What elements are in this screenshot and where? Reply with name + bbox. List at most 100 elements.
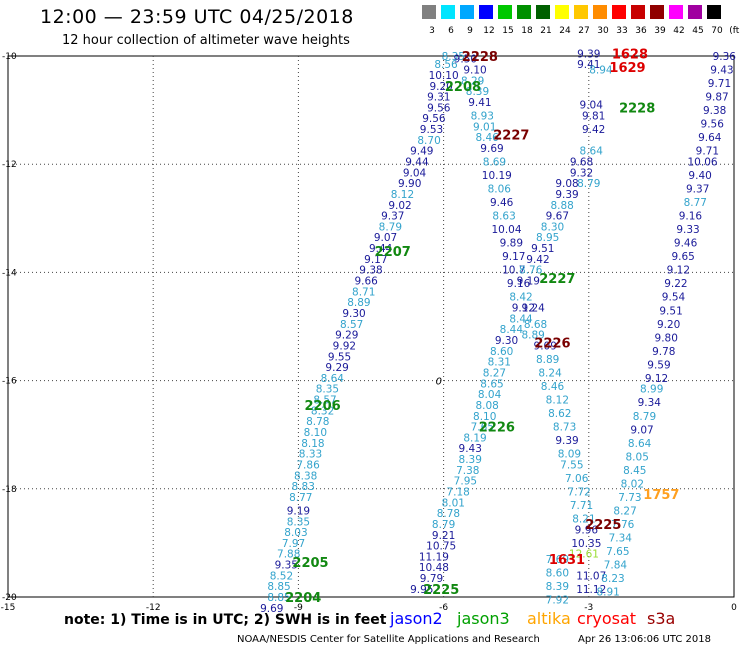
wave-height-label: 9.69 [480, 143, 503, 155]
color-scale-label: 36 [635, 26, 647, 36]
wave-height-label: 9.80 [655, 332, 678, 344]
wave-height-label: 8.02 [621, 478, 644, 490]
color-swatch [536, 5, 550, 19]
wave-height-label: 9.67 [546, 211, 569, 223]
map-subtitle: 12 hour collection of altimeter wave hei… [62, 33, 350, 48]
x-tick-label: -3 [584, 603, 593, 613]
wave-height-label: 9.37 [381, 211, 404, 223]
wave-height-label: 9.37 [686, 184, 709, 196]
wave-height-label: 9.29 [335, 330, 358, 342]
y-tick-label: -14 [2, 268, 17, 278]
color-swatch [574, 5, 588, 19]
wave-height-label: 9.02 [388, 200, 411, 212]
mission-cryosat: cryosat [577, 609, 637, 628]
wave-height-label: 9.42 [526, 254, 549, 266]
mission-jason2: jason2 [390, 609, 443, 628]
wave-height-label: 8.10 [304, 427, 327, 439]
wave-height-label: 9.35 [275, 560, 298, 572]
color-swatch [669, 5, 683, 19]
color-swatch [517, 5, 531, 19]
color-swatch [555, 5, 569, 19]
wave-height-label: 8.99 [640, 384, 663, 396]
color-scale-label: 6 [448, 26, 454, 36]
color-swatch [498, 5, 512, 19]
mission-jason3: jason3 [457, 609, 510, 628]
color-scale-label: 42 [673, 26, 685, 36]
wave-height-label: 7.34 [609, 532, 633, 544]
wave-height-label: 9.10 [463, 65, 486, 77]
wave-height-label: 9.59 [647, 359, 670, 371]
wave-height-label: 8.62 [548, 408, 571, 420]
color-scale-label: 3 [429, 26, 435, 36]
wave-height-label: 9.08 [555, 178, 578, 190]
wave-height-label: 8.56 [434, 59, 458, 71]
wave-height-label: 8.46 [541, 381, 565, 393]
wave-height-label: 8.42 [509, 292, 532, 304]
wave-height-label: 10.19 [482, 170, 512, 182]
wave-height-label: 9.49 [410, 146, 433, 158]
wave-height-label: 12.61 [569, 549, 599, 561]
wave-height-label: 8.63 [492, 211, 515, 223]
wave-height-label: 7.76 [611, 519, 635, 531]
wave-height-label: 9.55 [328, 351, 351, 363]
color-swatch [460, 5, 474, 19]
wave-height-label: 9.66 [354, 276, 378, 288]
wave-height-label: 9.56 [701, 119, 725, 131]
track-time-label: 1757 [643, 488, 679, 503]
wave-height-label: 8.77 [684, 197, 707, 209]
wave-height-label: 9.16 [679, 211, 703, 223]
wave-height-label: 8.64 [321, 373, 345, 385]
wave-height-label: 8.89 [347, 297, 370, 309]
wave-height-label: 9.64 [698, 132, 722, 144]
color-scale-label: 70 [711, 26, 723, 36]
x-tick-label: -15 [1, 603, 16, 613]
wave-height-label: 9.68 [570, 156, 593, 168]
wave-height-label: 8.64 [580, 146, 604, 158]
wave-height-label: 7.88 [277, 549, 300, 561]
generated-timestamp: Apr 26 13:06:06 UTC 2018 [578, 634, 711, 645]
wave-height-label: 8.01 [442, 497, 465, 509]
wave-height-label: 8.23 [601, 573, 624, 585]
color-scale-label: 9 [467, 26, 473, 36]
wave-height-label: 9.51 [659, 305, 682, 317]
wave-height-label: 9.71 [708, 78, 731, 90]
wave-height-label: 7.72 [567, 487, 590, 499]
wave-height-label: 9.78 [652, 346, 675, 358]
wave-height-label: 8.65 [480, 378, 503, 390]
wave-height-label: 8.60 [546, 568, 569, 580]
wave-height-label: 8.73 [553, 422, 576, 434]
wave-height-label: 8.44 [509, 313, 533, 325]
wave-height-label: 8.85 [267, 581, 290, 593]
wave-height-label: 8.35 [316, 384, 339, 396]
color-scale-label: 45 [692, 26, 704, 36]
x-tick-label: -9 [294, 603, 303, 613]
color-scale-label: 33 [616, 26, 628, 36]
color-swatch [422, 5, 436, 19]
wave-height-label: 9.39 [577, 48, 600, 60]
color-scale-label: 39 [654, 26, 666, 36]
wave-height-label: 8.03 [284, 527, 307, 539]
wave-height-label: 9.71 [696, 146, 719, 158]
wave-height-label: 7.69 [546, 554, 569, 566]
wave-height-label: 9.34 [638, 397, 662, 409]
wave-height-label: 9.53 [420, 124, 443, 136]
wave-height-label: 8.94 [589, 65, 613, 77]
wave-height-label: 10.04 [491, 224, 521, 236]
color-swatch [688, 5, 702, 19]
wave-height-label: 8.04 [478, 389, 502, 401]
mission-altika: altika [527, 609, 571, 628]
track-time-label: 2227 [493, 128, 529, 143]
wave-height-label: 8.76 [519, 265, 543, 277]
track-time-label: 2228 [462, 50, 498, 65]
wave-height-label: 9.38 [359, 265, 382, 277]
wave-height-label: 8.57 [313, 395, 336, 407]
wave-height-label: 9.12 [645, 373, 668, 385]
y-tick-label: -20 [2, 593, 17, 603]
wave-height-label: 8.71 [352, 286, 375, 298]
track-time-label: 2204 [285, 591, 321, 606]
wave-height-label: 9.29 [325, 362, 348, 374]
wave-height-label: 8.24 [538, 367, 562, 379]
track-time-label: 1628 [612, 47, 648, 62]
wave-height-label: 9.46 [490, 197, 514, 209]
y-tick-label: -12 [2, 160, 17, 170]
